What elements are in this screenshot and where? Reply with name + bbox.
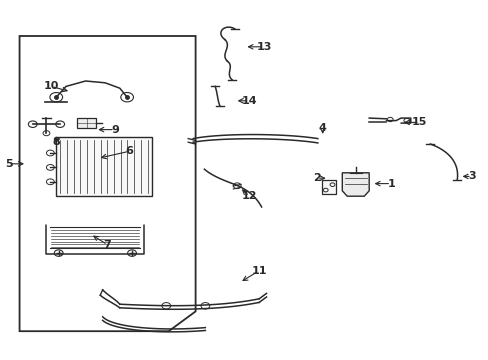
Text: 3: 3 (467, 171, 475, 181)
Text: 13: 13 (256, 42, 271, 52)
Text: 4: 4 (318, 123, 326, 133)
Text: 2: 2 (312, 173, 320, 183)
Text: 5: 5 (5, 159, 13, 169)
Bar (77, 118, 96, 128)
Text: 15: 15 (411, 117, 427, 127)
Bar (321, 180, 336, 194)
Bar (56, 137, 151, 196)
Text: 12: 12 (241, 191, 257, 201)
Text: 7: 7 (103, 240, 111, 250)
Text: 10: 10 (43, 81, 59, 91)
Text: 6: 6 (125, 146, 133, 156)
Text: 9: 9 (111, 125, 119, 135)
Text: 14: 14 (241, 96, 257, 106)
Text: 1: 1 (386, 179, 394, 189)
Text: 11: 11 (251, 266, 266, 276)
Polygon shape (342, 173, 368, 196)
Text: 8: 8 (52, 137, 60, 147)
